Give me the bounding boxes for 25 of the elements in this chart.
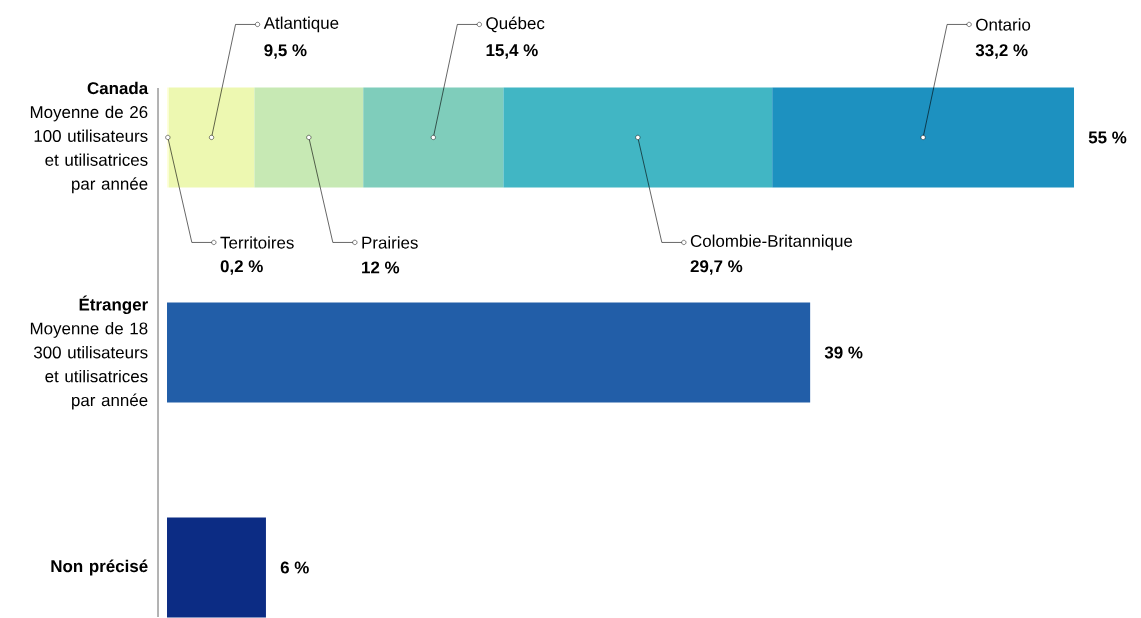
annotation: 33,2 %	[975, 44, 1028, 59]
data-label: 39 %	[824, 346, 863, 359]
text: Territoires	[220, 236, 294, 249]
y-tick-label: Canada Moyenne de 26 100 utilisateurs et utilisatrices par année	[30, 81, 149, 194]
bar	[167, 517, 266, 618]
bar	[772, 87, 1075, 188]
data-label: 6 %	[280, 561, 309, 574]
bar	[254, 87, 364, 188]
total-label: 55 %	[1088, 131, 1127, 144]
bar	[363, 87, 504, 188]
text: Prairies	[362, 236, 418, 249]
annotation: 0,2 %	[220, 260, 263, 275]
text: Colombie-Britannique	[690, 234, 853, 251]
annotation: 29,7 %	[690, 260, 743, 275]
text: Atlantique	[263, 16, 339, 33]
text: Québec	[486, 16, 545, 33]
bar	[167, 302, 811, 403]
annotation: 15,4 %	[486, 44, 538, 59]
annotation: 9,5 %	[264, 44, 307, 59]
annotation: 12 %	[362, 261, 400, 274]
y-tick-label: Étranger Moyenne de 18 300 utilisateurs et utilisatrices par année	[30, 295, 148, 410]
y-tick-label: Non précisé	[51, 559, 148, 576]
bar	[168, 87, 255, 188]
bar	[503, 87, 773, 188]
text: Ontario	[976, 18, 1031, 31]
